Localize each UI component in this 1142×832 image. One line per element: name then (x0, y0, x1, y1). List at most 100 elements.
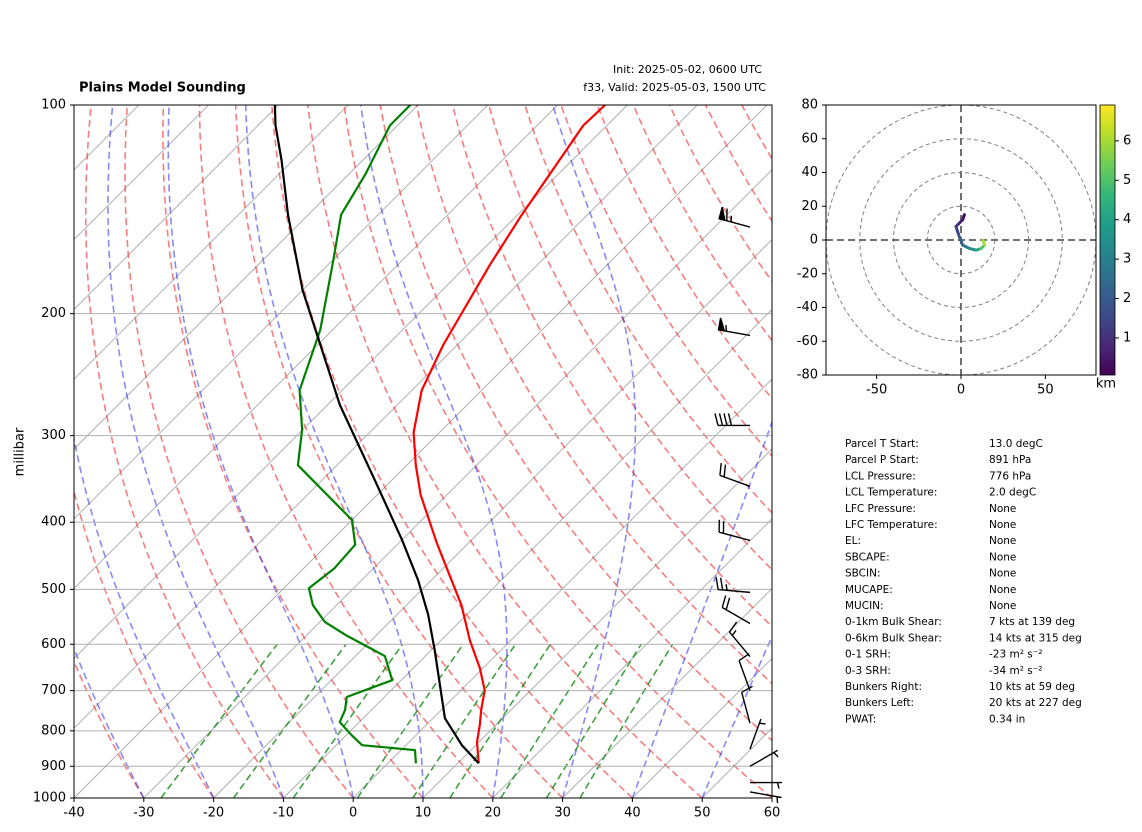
isotherm (213, 238, 772, 798)
y-tick-label: 60 (801, 131, 818, 146)
chart-title: Plains Model Sounding (79, 81, 246, 96)
colorbar-tick-label: 6 (1123, 133, 1131, 148)
moist-adiabat (631, 419, 772, 798)
parameter-label: 0-3 SRH: (845, 665, 891, 677)
parameter-label: LFC Pressure: (845, 503, 916, 515)
y-tick-label: 300 (41, 428, 66, 443)
x-tick-label: 50 (694, 806, 711, 821)
y-tick-label: 20 (801, 199, 818, 214)
moist-adiabat (701, 634, 772, 798)
parameter-value: 10 kts at 59 deg (989, 681, 1075, 693)
parameter-value: -23 m² s⁻² (989, 649, 1042, 661)
x-tick-label: 20 (485, 806, 502, 821)
isotherm (74, 105, 209, 241)
wind-barb (728, 621, 751, 657)
dry-adiabat (814, 105, 1142, 798)
parameter-value: 0.34 in (989, 713, 1025, 725)
dry-adiabat (704, 105, 772, 223)
isotherm (422, 448, 772, 798)
y-tick-label: 700 (41, 683, 66, 698)
parameter-label: 0-1 SRH: (845, 649, 891, 661)
parameter-value: None (989, 535, 1016, 547)
y-tick-label: 200 (41, 306, 66, 321)
x-tick-label: -40 (63, 806, 84, 821)
dry-adiabat (234, 105, 564, 798)
isotherm (562, 587, 772, 798)
wind-barb (749, 718, 766, 750)
y-tick-label: 0 (810, 233, 818, 248)
wind-barb (714, 413, 751, 427)
x-tick-label: 0 (957, 383, 965, 398)
moist-adiabat (551, 105, 637, 798)
colorbar-tick-label: 4 (1123, 212, 1131, 227)
dry-adiabat (124, 105, 354, 798)
isotherm (74, 105, 419, 450)
moist-adiabat (74, 646, 145, 798)
isotherm (74, 105, 279, 311)
parameter-value: 7 kts at 139 deg (989, 616, 1075, 628)
parameter-label: Bunkers Right: (845, 681, 922, 693)
dry-adiabat (668, 105, 772, 283)
hodograph-segment (954, 225, 961, 239)
wind-barb (719, 462, 751, 487)
dry-adiabat (198, 105, 494, 798)
profile-line (273, 105, 480, 765)
dry-adiabat (560, 105, 772, 458)
parameter-value: 13.0 degC (989, 438, 1043, 450)
wind-barb (738, 653, 751, 691)
profile-line (412, 105, 606, 764)
isotherm (74, 105, 768, 798)
isotherm (74, 105, 558, 590)
moist-adiabat (244, 105, 424, 798)
parameter-label: Parcel T Start: (845, 438, 919, 450)
parameter-value: 14 kts at 315 deg (989, 632, 1082, 644)
dry-adiabat (271, 105, 633, 798)
x-tick-label: 0 (349, 806, 357, 821)
parameter-label: Bunkers Left: (845, 697, 914, 709)
parameter-label: SBCIN: (845, 568, 881, 580)
y-tick-label: 500 (41, 582, 66, 597)
parameter-value: 891 hPa (989, 454, 1031, 466)
x-tick-label: 10 (415, 806, 432, 821)
y-axis-label: millibar (13, 427, 28, 476)
y-tick-label: 80 (801, 98, 818, 113)
moist-adiabat (167, 105, 354, 798)
wind-barb (721, 595, 751, 625)
dry-adiabat (596, 105, 772, 400)
x-tick-label: 60 (764, 806, 781, 821)
y-tick-label: -60 (797, 334, 818, 349)
wind-barb (718, 206, 751, 228)
parameter-label: LFC Temperature: (845, 519, 938, 531)
isotherm (74, 105, 349, 380)
parameter-value: None (989, 503, 1016, 515)
wind-barb (741, 685, 753, 724)
isotherm (74, 105, 489, 520)
wind-barb (715, 577, 751, 594)
dry-adiabat (379, 105, 772, 742)
colorbar-tick-label: 5 (1123, 173, 1131, 188)
moist-adiabat (107, 105, 285, 798)
reference-lines (74, 105, 1142, 798)
y-tick-label: 600 (41, 637, 66, 652)
parameter-label: 0-1km Bulk Shear: (845, 616, 942, 628)
x-tick-label: 30 (554, 806, 571, 821)
subtitle: Init: 2025-05-02, 0600 UTC (613, 63, 762, 76)
parameter-label: LCL Pressure: (845, 470, 916, 482)
y-tick-label: 1000 (33, 791, 66, 806)
dry-adiabat (415, 105, 772, 685)
y-tick-label: 400 (41, 515, 66, 530)
hodograph-segment (981, 238, 987, 247)
isotherm (74, 105, 628, 660)
wind-barb (749, 749, 779, 767)
isotherm (771, 797, 772, 798)
y-tick-label: -20 (797, 266, 818, 281)
isotherm (74, 105, 698, 729)
dry-adiabat (74, 659, 145, 798)
colorbar-label: km (1096, 377, 1116, 392)
x-tick-label: -30 (133, 806, 154, 821)
hodograph-segment (957, 235, 965, 247)
parameter-value: None (989, 519, 1016, 531)
isotherm (283, 308, 772, 798)
wind-barb (749, 791, 782, 803)
